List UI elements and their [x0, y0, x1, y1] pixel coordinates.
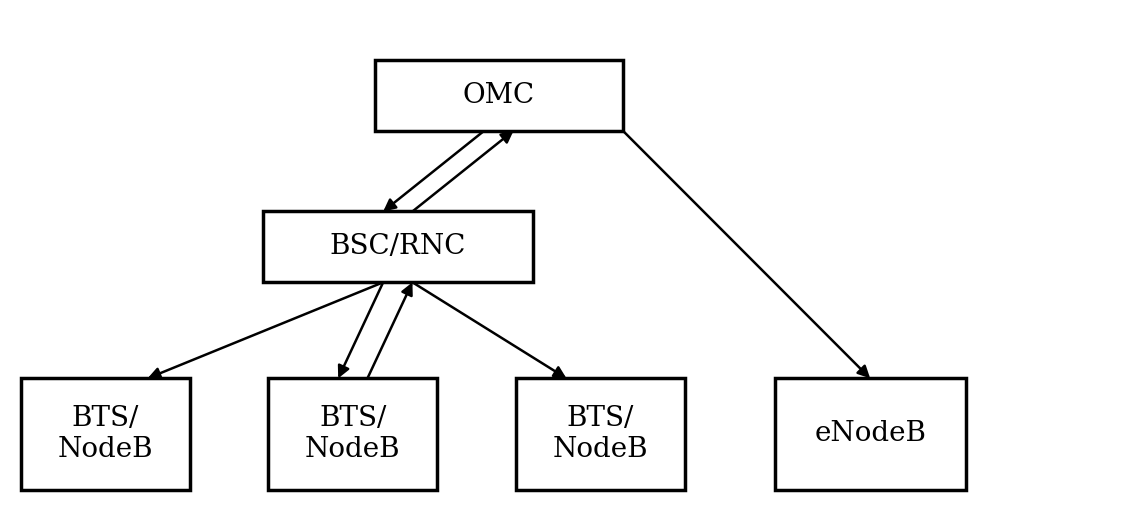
Text: eNodeB: eNodeB [815, 420, 926, 448]
FancyBboxPatch shape [775, 378, 965, 490]
Text: BSC/RNC: BSC/RNC [330, 233, 466, 261]
FancyBboxPatch shape [375, 60, 623, 131]
FancyBboxPatch shape [269, 378, 437, 490]
Text: BTS/
NodeB: BTS/ NodeB [305, 405, 401, 463]
Text: OMC: OMC [463, 82, 535, 108]
FancyBboxPatch shape [22, 378, 189, 490]
FancyBboxPatch shape [516, 378, 684, 490]
Text: BTS/
NodeB: BTS/ NodeB [58, 405, 153, 463]
FancyBboxPatch shape [263, 211, 533, 282]
Text: BTS/
NodeB: BTS/ NodeB [553, 405, 648, 463]
